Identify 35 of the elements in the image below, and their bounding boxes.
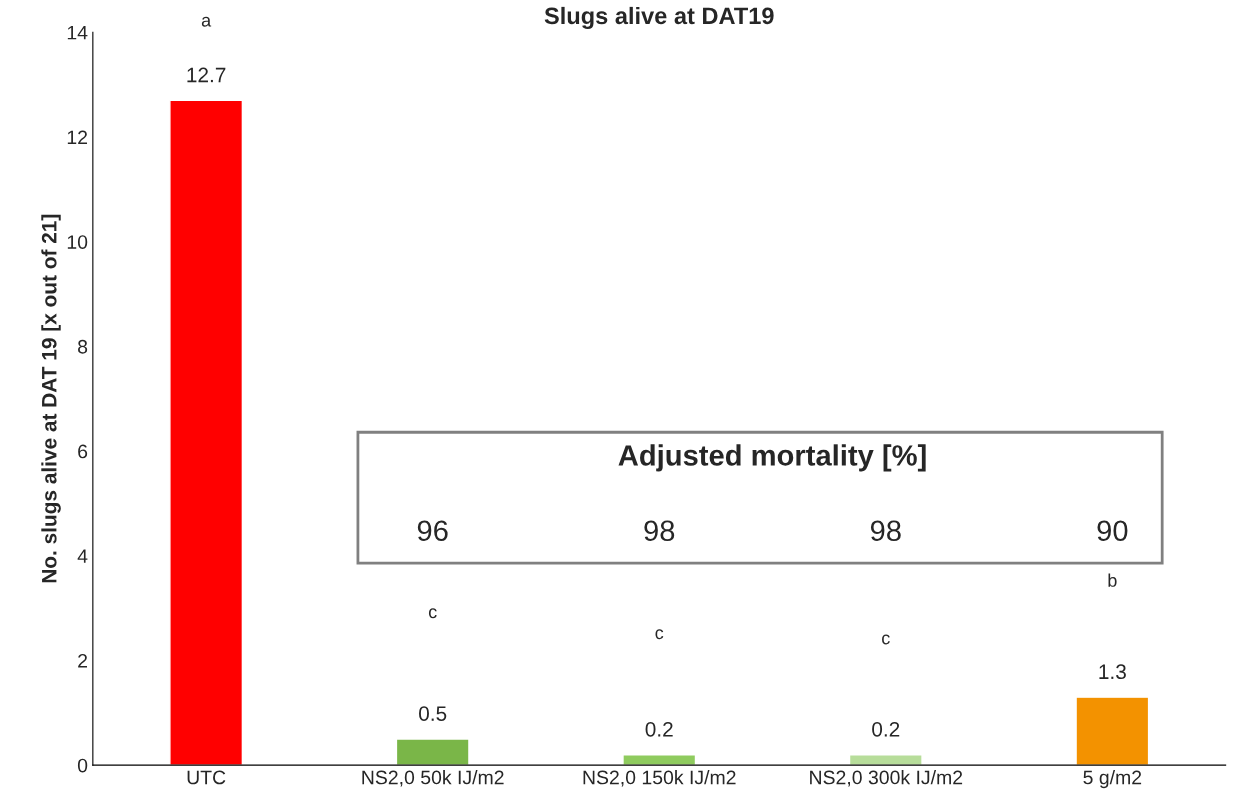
y-tick-label: 14 [67,25,88,40]
annotation: 96 [417,520,448,542]
data-label: 1.3 [1099,664,1126,680]
x-tick-label: UTC [187,770,226,785]
data-label: 0.2 [872,721,900,737]
data-label: 12.7 [187,67,226,83]
data-label: 0.5 [419,706,447,721]
y-tick-label: 8 [78,339,88,354]
chart-title: Slugs alive at DAT19 [544,6,774,29]
y-tick-label: 10 [67,235,88,249]
bar [848,754,923,766]
y-tick-label: 0 [77,758,88,773]
annotation: c [428,608,437,619]
y-tick-label: 12 [67,130,88,145]
annotation: c [882,634,890,645]
annotation: b [1108,573,1117,587]
y-axis-title: No. slugs alive at DAT 19 [x out of 21] [41,214,61,583]
x-tick-label: NS2,0 150k IJ/m2 [583,770,736,787]
annotation: Adjusted mortality [%] [618,444,926,472]
bar [1075,696,1150,766]
bar [622,754,697,766]
y-tick-label: 2 [78,653,88,668]
x-tick-label: NS2,0 50k IJ/m2 [362,770,504,787]
data-label: 0.2 [645,721,673,737]
y-tick-label: 6 [78,444,88,459]
annotation: 90 [1097,520,1128,542]
text: a [201,16,212,27]
bar [169,99,244,766]
x-tick-label: NS2,0 300k IJ/m2 [810,770,963,787]
bar [395,738,470,766]
y-tick-label: 4 [77,549,88,563]
annotation: 98 [644,520,675,542]
annotation: c [655,629,664,640]
x-tick-label: 5 g/m2 [1083,770,1142,789]
annotation: 98 [870,520,901,542]
